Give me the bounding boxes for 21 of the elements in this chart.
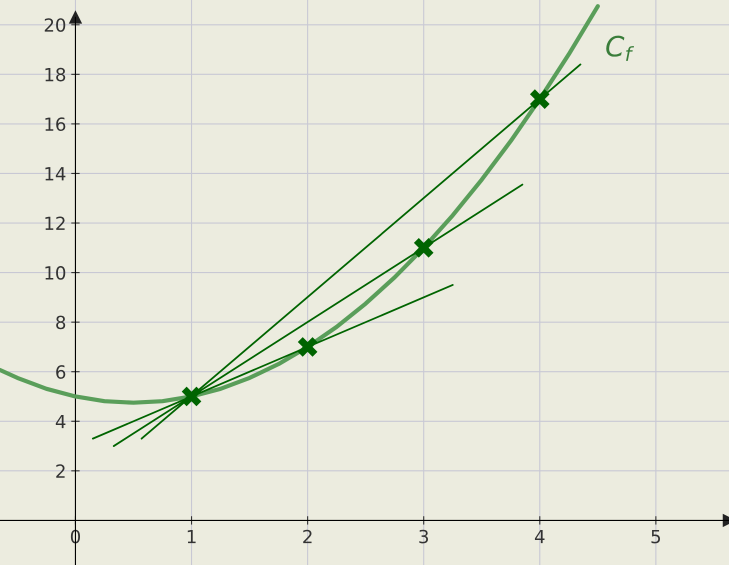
point (530, 89, 550, 109)
point (414, 238, 434, 258)
x-tick-label: 1 (188, 530, 196, 544)
y-tick-label: 20 (44, 18, 66, 32)
x-tick-label: 4 (534, 530, 545, 544)
y-tick-label: 2 (56, 464, 65, 478)
y-tick-label: 4 (56, 414, 66, 428)
y-tick-label: 10 (45, 266, 66, 280)
line-series (0, 4, 600, 405)
x-tick-label: 2 (303, 530, 312, 544)
x-tick-label: 5 (652, 530, 660, 544)
y-tick-label: 12 (45, 216, 65, 230)
annotation: C$_{f}$ (606, 36, 634, 61)
y-tick-label: 18 (45, 68, 66, 82)
y-tick-label: 16 (45, 117, 66, 132)
y-tick-label: 14 (45, 167, 66, 180)
y-tick-label: 8 (56, 316, 66, 330)
x-tick-label: 3 (419, 530, 428, 544)
point (182, 386, 202, 406)
point (298, 337, 318, 357)
y-tick-label: 6 (56, 365, 66, 379)
